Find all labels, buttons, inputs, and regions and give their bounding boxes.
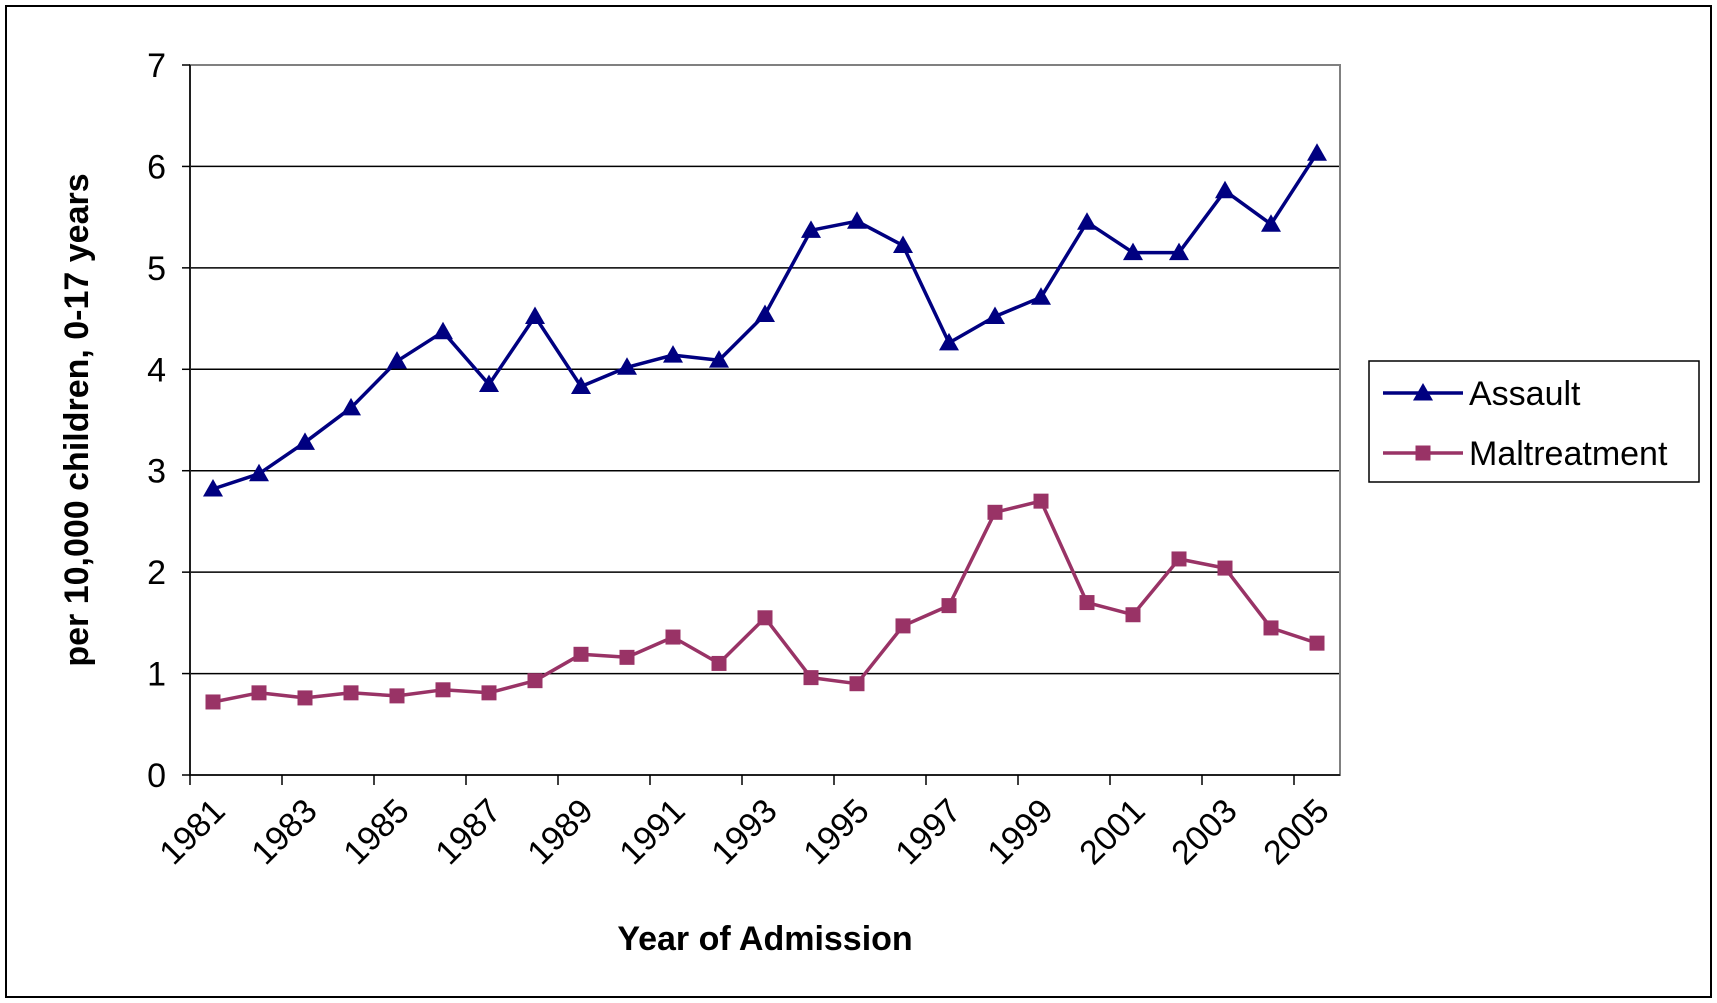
- data-point: [1125, 607, 1141, 623]
- y-axis: 0 1 2 3 4 5 6 7: [147, 47, 191, 795]
- data-point: [525, 306, 545, 325]
- data-point: [343, 685, 359, 701]
- data-point: [1123, 242, 1143, 261]
- data-point: [1215, 180, 1235, 199]
- y-axis-title: per 10,000 children, 0-17 years: [58, 173, 96, 666]
- data-point: [939, 332, 959, 351]
- data-point: [1077, 212, 1097, 230]
- data-point: [479, 374, 499, 392]
- data-point: [573, 646, 589, 662]
- y-tick-label: 3: [147, 453, 166, 491]
- data-point: [1309, 635, 1325, 651]
- legend-label: Assault: [1469, 375, 1581, 413]
- data-point: [709, 350, 729, 368]
- data-point: [251, 685, 267, 701]
- data-point: [1033, 493, 1049, 509]
- data-point: [203, 478, 223, 497]
- data-point: [1307, 143, 1327, 161]
- data-point: [1169, 242, 1189, 261]
- y-tick-label: 6: [147, 148, 166, 186]
- y-tick-label: 7: [147, 47, 166, 85]
- chart-border: [5, 5, 1712, 998]
- data-point: [387, 351, 407, 369]
- data-point: [801, 220, 821, 238]
- data-point: [1261, 214, 1281, 232]
- y-tick-label: 1: [147, 656, 166, 694]
- gridlines: [190, 165, 1340, 675]
- y-tick-label: 5: [147, 250, 166, 288]
- data-point: [249, 463, 269, 482]
- data-point: [755, 304, 775, 323]
- data-point: [711, 655, 727, 671]
- y-tick-label: 4: [147, 351, 166, 389]
- data-point: [757, 610, 773, 626]
- data-point: [617, 357, 637, 375]
- data-point: [619, 649, 635, 665]
- data-point: [1171, 551, 1187, 567]
- data-point: [893, 235, 913, 254]
- data-point: [941, 598, 957, 614]
- legend-marker: [1413, 383, 1433, 401]
- data-point: [435, 682, 451, 698]
- y-tick-label: 2: [147, 554, 166, 592]
- data-point: [389, 688, 405, 704]
- x-axis-title: Year of Admission: [617, 920, 912, 958]
- data-point: [433, 321, 453, 340]
- data-point: [1079, 595, 1095, 611]
- data-point: [1263, 620, 1279, 636]
- data-point: [849, 676, 865, 692]
- legend-box: [1368, 360, 1700, 483]
- data-point: [297, 690, 313, 706]
- data-point: [295, 432, 315, 450]
- series-assault: [203, 143, 1327, 497]
- data-point: [1217, 560, 1233, 576]
- data-point: [847, 211, 867, 229]
- series-maltreatment: [205, 493, 1325, 710]
- data-point: [663, 345, 683, 363]
- data-point: [527, 673, 543, 689]
- data-point: [205, 694, 221, 710]
- data-point: [985, 306, 1005, 325]
- series-layer: [203, 143, 1327, 710]
- data-point: [665, 629, 681, 645]
- y-tick-label: 0: [147, 757, 166, 795]
- data-point: [341, 397, 361, 416]
- data-point: [803, 670, 819, 686]
- data-point: [481, 685, 497, 701]
- data-point: [895, 618, 911, 634]
- legend: Assault Maltreatment: [1368, 360, 1700, 483]
- data-point: [987, 504, 1003, 520]
- data-point: [1031, 287, 1051, 305]
- legend-label: Maltreatment: [1469, 435, 1668, 473]
- data-point: [571, 376, 591, 395]
- legend-entries: Assault Maltreatment: [1383, 375, 1668, 473]
- legend-marker: [1415, 445, 1431, 461]
